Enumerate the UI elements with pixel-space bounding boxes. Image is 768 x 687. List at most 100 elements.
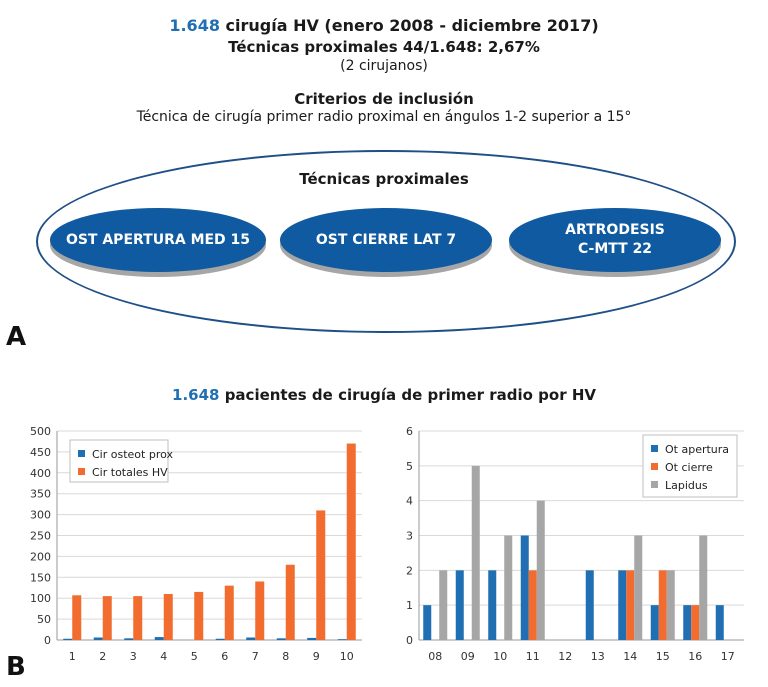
- bar-cir-totales-hv: [316, 510, 326, 640]
- x-tick-label: 6: [221, 650, 228, 660]
- x-tick-label: 8: [282, 650, 289, 660]
- legend-label: Cir osteot prox: [92, 448, 173, 461]
- pill-ost-apertura-label: OST APERTURA MED 15: [65, 231, 251, 248]
- y-tick-label: 5: [406, 460, 413, 473]
- bar-cir-totales-hv: [194, 591, 204, 640]
- legend-box: [69, 439, 169, 483]
- x-tick-label: 9: [313, 650, 320, 660]
- bar-ot-apertura: [683, 605, 692, 640]
- legend-label: Ot apertura: [665, 443, 729, 456]
- bar-lapidus: [634, 535, 643, 640]
- y-tick-label: 0: [44, 634, 51, 647]
- x-tick-label: 4: [160, 650, 167, 660]
- bar-cir-osteot-prox: [154, 637, 164, 640]
- pill-artrodesis-line1: ARTRODESIS: [565, 222, 665, 238]
- bar-ot-cierre: [626, 570, 635, 640]
- y-tick-label: 150: [30, 571, 51, 584]
- bar-cir-osteot-prox: [276, 638, 286, 640]
- bar-cir-totales-hv: [102, 596, 112, 640]
- bar-cir-osteot-prox: [246, 637, 256, 640]
- y-tick-label: 400: [30, 467, 51, 480]
- x-tick-label: 7: [252, 650, 259, 660]
- pill-ost-cierre: OST CIERRE LAT 7: [280, 208, 492, 272]
- bar-cir-totales-hv: [255, 581, 265, 640]
- y-tick-label: 6: [406, 425, 413, 438]
- y-tick-label: 450: [30, 446, 51, 459]
- x-tick-label: 11: [526, 650, 540, 663]
- section-b-count: 1.648: [172, 386, 220, 404]
- pill-ost-cierre-label: OST CIERRE LAT 7: [315, 231, 457, 248]
- y-tick-label: 200: [30, 550, 51, 563]
- x-tick-label: 3: [130, 650, 137, 660]
- bar-cir-osteot-prox: [124, 638, 134, 640]
- x-tick-label: 09: [461, 650, 475, 663]
- x-tick-label: 5: [191, 650, 198, 660]
- criteria-title: Criterios de inclusión: [294, 90, 474, 108]
- criteria-text: Técnica de cirugía primer radio proximal…: [136, 109, 632, 125]
- bar-ot-apertura: [585, 570, 594, 640]
- bar-lapidus: [504, 535, 513, 640]
- legend-swatch: [78, 450, 85, 457]
- bar-lapidus: [439, 570, 448, 640]
- legend-swatch: [651, 463, 658, 470]
- y-tick-label: 0: [406, 634, 413, 647]
- main-title-rest: cirugía HV (enero 2008 - diciembre 2017): [219, 16, 599, 35]
- pill-ost-apertura: OST APERTURA MED 15: [50, 208, 266, 272]
- bar-ot-apertura: [488, 570, 497, 640]
- legend-box: [642, 434, 738, 498]
- bar-cir-totales-hv: [163, 594, 173, 640]
- legend-swatch: [651, 481, 658, 488]
- y-tick-label: 500: [30, 425, 51, 438]
- bar-cir-totales-hv: [72, 595, 82, 640]
- bar-ot-apertura: [650, 605, 659, 640]
- main-title-count: 1.648: [169, 16, 220, 35]
- x-tick-label: 13: [591, 650, 605, 663]
- bar-ot-cierre: [528, 570, 537, 640]
- surgeons-note: (2 cirujanos): [340, 58, 428, 74]
- bar-ot-apertura: [455, 570, 464, 640]
- bar-lapidus: [536, 500, 545, 640]
- x-tick-label: 12: [558, 650, 572, 663]
- bar-ot-apertura: [423, 605, 432, 640]
- x-tick-label: 10: [493, 650, 507, 663]
- y-tick-label: 2: [406, 564, 413, 577]
- bar-cir-osteot-prox: [93, 637, 103, 640]
- x-tick-label: 14: [623, 650, 637, 663]
- legend-label: Lapidus: [665, 479, 708, 492]
- legend-label: Ot cierre: [665, 461, 713, 474]
- section-b-title: 1.648 pacientes de cirugía de primer rad…: [0, 386, 768, 404]
- bar-ot-cierre: [658, 570, 667, 640]
- x-tick-label: 17: [721, 650, 735, 663]
- y-tick-label: 350: [30, 488, 51, 501]
- x-tick-label: 10: [340, 650, 354, 660]
- main-title: 1.648 cirugía HV (enero 2008 - diciembre…: [0, 16, 768, 35]
- y-tick-label: 4: [406, 495, 413, 508]
- bar-cir-osteot-prox: [215, 638, 225, 640]
- y-tick-label: 50: [37, 613, 51, 626]
- bar-lapidus: [666, 570, 675, 640]
- bar-ot-apertura: [715, 605, 724, 640]
- bar-cir-osteot-prox: [63, 638, 73, 640]
- techniques-ellipse: [36, 150, 736, 333]
- legend-swatch: [651, 445, 658, 452]
- x-tick-label: 15: [656, 650, 670, 663]
- legend-label: Cir totales HV: [92, 466, 168, 479]
- section-b-title-rest: pacientes de cirugía de primer radio por…: [219, 386, 596, 404]
- bar-cir-totales-hv: [346, 443, 356, 640]
- legend-swatch: [78, 468, 85, 475]
- panel-label-a: A: [6, 322, 27, 352]
- x-tick-label: 16: [688, 650, 702, 663]
- y-tick-label: 300: [30, 509, 51, 522]
- bar-ot-cierre: [691, 605, 700, 640]
- techniques-title: Técnicas proximales: [299, 170, 469, 188]
- bar-lapidus: [699, 535, 708, 640]
- panel-label-b: B: [6, 652, 26, 682]
- bar-ot-apertura: [520, 535, 529, 640]
- proximal-subtitle: Técnicas proximales 44/1.648: 2,67%: [228, 38, 540, 56]
- bar-cir-totales-hv: [224, 585, 234, 640]
- y-tick-label: 1: [406, 599, 413, 612]
- bar-ot-apertura: [618, 570, 627, 640]
- x-tick-label: 08: [428, 650, 442, 663]
- bar-cir-osteot-prox: [337, 639, 347, 640]
